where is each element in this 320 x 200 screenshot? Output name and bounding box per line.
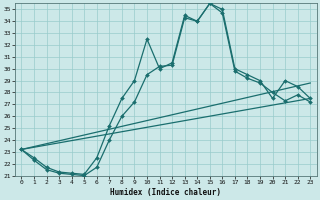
- X-axis label: Humidex (Indice chaleur): Humidex (Indice chaleur): [110, 188, 221, 197]
